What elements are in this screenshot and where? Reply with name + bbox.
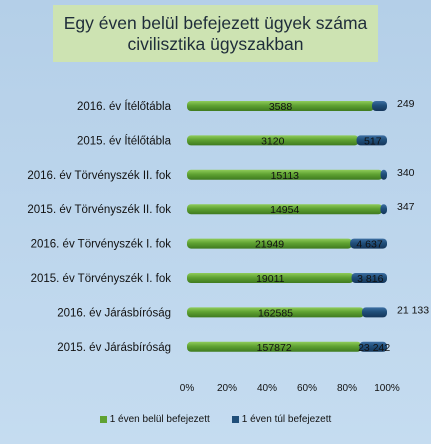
legend-swatch-over: [231, 416, 239, 423]
legend-label-within: 1 éven belül befejezett: [109, 414, 210, 425]
data-label-over: 4 637: [356, 239, 382, 251]
category-label: 2015. év Törvényszék II. fok: [27, 204, 171, 216]
data-label-within: 14954: [270, 204, 299, 216]
data-label-within: 15113: [271, 170, 300, 182]
data-label-within: 21949: [255, 239, 284, 251]
data-label-over: 347: [397, 201, 415, 213]
bar-within-year: [187, 204, 383, 215]
data-label-within: 157872: [257, 342, 292, 354]
chart-title-line-2: civilisztika ügyszakban: [127, 33, 304, 54]
bar-over-year: [356, 135, 387, 146]
x-tick-label: 0%: [180, 383, 195, 394]
category-label: 2015. év Törvényszék I. fok: [31, 273, 172, 285]
category-label: 2016. év Törvényszék II. fok: [27, 170, 171, 182]
legend-label-over: 1 éven túl befejezett: [241, 414, 332, 425]
bar-within-year: [187, 273, 354, 283]
data-label-over: 340: [397, 167, 415, 179]
x-tick-label: 80%: [337, 383, 357, 394]
category-label: 2016. év Járásbíróság: [57, 307, 171, 319]
data-label-within: 3120: [261, 135, 285, 147]
chart-title-line-1: Egy éven belül befejezett ügyek száma: [63, 12, 368, 33]
category-label: 2016. év Ítélőtábla: [77, 100, 172, 113]
bar-over-year: [351, 273, 387, 283]
bar-over-year: [359, 341, 387, 352]
category-label: 2015. év Ítélőtábla: [77, 134, 172, 147]
chart-title-box: Egy éven belül befejezett ügyek száma ci…: [53, 5, 378, 62]
data-label-over: 23 242: [358, 342, 390, 354]
x-tick-label: 40%: [257, 383, 277, 394]
bar-within-year: [187, 135, 359, 146]
legend-swatch-within: [99, 416, 107, 423]
bar-within-year: [187, 307, 364, 318]
data-label-within: 3588: [269, 101, 293, 113]
bar-over-year: [372, 101, 387, 111]
bar-over-year: [350, 238, 387, 249]
data-label-over: 21 133: [397, 304, 429, 316]
data-label-over: 3 816: [357, 273, 383, 285]
bar-within-year: [187, 169, 383, 180]
legend-item-over: 1 éven túl befejezett: [231, 414, 332, 425]
data-label-within: 162585: [258, 307, 293, 319]
x-tick-label: 60%: [297, 383, 317, 394]
category-label: 2015. év Járásbíróság: [57, 342, 171, 354]
bar-over-year: [380, 169, 387, 180]
bar-within-year: [187, 341, 362, 352]
x-tick-label: 20%: [217, 383, 237, 394]
bar-within-year: [187, 101, 375, 111]
legend-item-within: 1 éven belül befejezett: [99, 414, 210, 425]
bar-within-year: [187, 238, 353, 249]
data-label-over: 517: [364, 135, 382, 147]
bar-over-year: [361, 307, 387, 318]
legend: 1 éven belül befejezett 1 éven túl befej…: [0, 414, 431, 425]
bar-over-year: [380, 204, 387, 215]
data-label-over: 249: [397, 98, 415, 110]
x-tick-label: 100%: [374, 383, 400, 394]
data-label-within: 19011: [256, 273, 285, 285]
category-label: 2016. év Törvényszék I. fok: [31, 239, 172, 251]
